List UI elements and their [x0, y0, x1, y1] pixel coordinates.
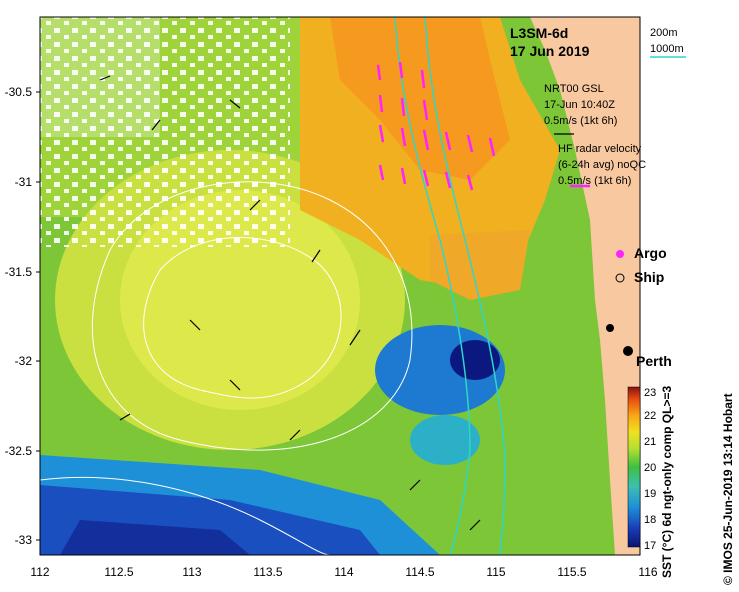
argo-marker-icon [616, 250, 624, 258]
isobath-legend: 200m 1000m [650, 27, 686, 58]
colorbar: 17 18 19 20 21 22 23 SST (°C) 6d ngt-onl… [627, 386, 674, 578]
ship-label: Ship [634, 269, 664, 285]
x-tick-label: 112 [30, 565, 49, 579]
city-label: Perth [636, 353, 672, 369]
sst-field [40, 17, 640, 555]
y-tick-label: -30.5 [5, 85, 33, 99]
land-area [530, 17, 640, 555]
x-tick-label: 113 [182, 565, 201, 579]
x-tick-label: 116 [638, 565, 657, 579]
gsl-time: 17-Jun 10:40Z [544, 99, 615, 111]
x-tick-label: 112.5 [104, 565, 133, 579]
hf-label-2: (6-24h avg) noQC [558, 159, 646, 171]
hf-radar-legend: HF radar velocity (6-24h avg) noQC 0.5m/… [558, 143, 646, 188]
gsl-legend: NRT00 GSL 17-Jun 10:40Z 0.5m/s (1kt 6h) [544, 83, 617, 135]
y-tick-label: -32.5 [5, 444, 33, 458]
copyright-text: © IMOS 25-Jun-2019 13:14 Hobart [721, 393, 735, 585]
plot-frame [39, 16, 641, 556]
colorbar-tick: 23 [644, 387, 656, 399]
hf-label-1: HF radar velocity [558, 143, 642, 155]
isobath-1000m-label: 1000m [650, 43, 684, 55]
gsl-scale-label: 0.5m/s (1kt 6h) [544, 115, 617, 127]
y-tick-label: -31.5 [5, 265, 33, 279]
y-tick-label: -31 [15, 175, 33, 189]
map-title: L3SM-6d [510, 25, 568, 41]
x-tick-label: 114.5 [405, 565, 434, 579]
colorbar-tick: 17 [644, 540, 656, 552]
x-tick-label: 113.5 [253, 565, 282, 579]
platform-legend: Argo Ship [615, 245, 667, 285]
x-tick-label: 115 [486, 565, 505, 579]
x-tick-label: 114 [334, 565, 353, 579]
colorbar-label: SST (°C) 6d ngt-only comp QL>=3 [660, 386, 674, 578]
y-axis: -30.5 -31 -31.5 -32 -32.5 -33 [5, 85, 40, 547]
colorbar-tick: 19 [644, 488, 656, 500]
x-tick-label: 115.5 [557, 565, 586, 579]
ship-marker-icon [615, 273, 625, 283]
y-tick-label: -33 [15, 533, 33, 547]
colorbar-tick: 18 [644, 514, 656, 526]
colorbar-tick: 21 [644, 436, 656, 448]
gsl-title: NRT00 GSL [544, 83, 604, 95]
colorbar-tick: 22 [644, 410, 656, 422]
map-date: 17 Jun 2019 [510, 43, 590, 59]
hf-scale-label: 0.5m/s (1kt 6h) [558, 175, 631, 187]
isobath-200m-label: 200m [650, 27, 678, 39]
argo-label: Argo [634, 245, 667, 261]
colorbar-tick: 20 [644, 462, 656, 474]
x-axis: 112 112.5 113 113.5 114 114.5 115 115.5 … [30, 565, 657, 579]
y-tick-label: -32 [15, 354, 33, 368]
